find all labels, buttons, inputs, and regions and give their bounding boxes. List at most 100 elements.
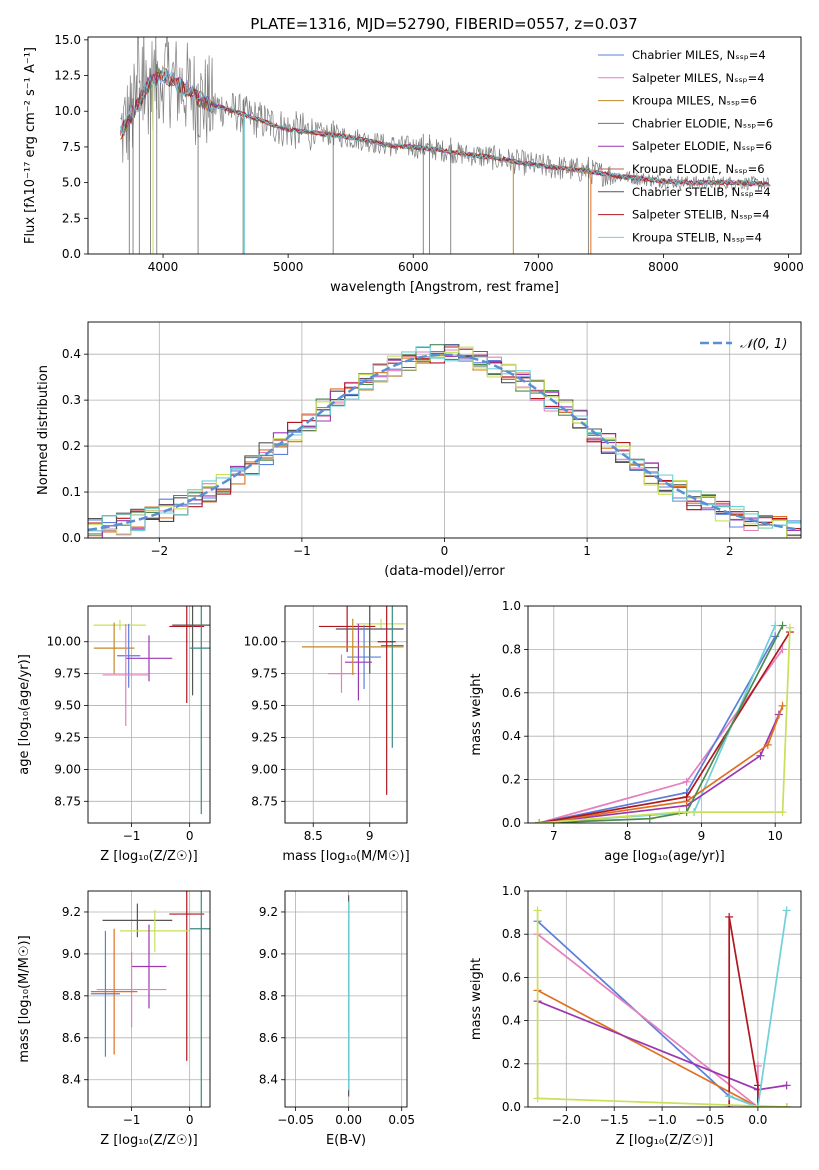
x-tick-label: 1 (583, 544, 591, 558)
legend-label: Chabrier ELODIE, Nₛₛₚ=6 (632, 116, 773, 130)
x-tick-label: 0.0 (748, 1113, 767, 1127)
y-axis-label: Flux [fλ10⁻¹⁷ erg cm⁻² s⁻¹ A⁻¹] (23, 47, 38, 244)
figure-title: PLATE=1316, MJD=52790, FIBERID=0557, z=0… (250, 15, 637, 33)
panel-weight-vs-age: 7 8 9 10 0.0 0.2 0.4 0.6 0.8 1.0 age [log₁₀(age/yr… (469, 599, 802, 864)
axes-frame (284, 605, 408, 824)
y-tick-label: 0.2 (62, 439, 81, 453)
error-bar-point (189, 891, 210, 1107)
y-tick-label: 9.50 (251, 699, 278, 713)
y-tick-label: 9.2 (62, 905, 81, 919)
y-tick-label: 0.8 (502, 927, 521, 941)
y-tick-label: 1.0 (502, 884, 521, 898)
y-tick-label: 8.6 (62, 1031, 81, 1045)
x-tick-label: 2 (726, 544, 734, 558)
error-bar-point (381, 606, 404, 748)
y-tick-label: 0.6 (502, 970, 521, 984)
model-spectrum-line (120, 66, 769, 187)
x-tick-label: 0.00 (335, 1113, 362, 1127)
x-tick-label: 8 (624, 829, 632, 843)
axes-frame (87, 321, 802, 539)
y-tick-label: 9.75 (251, 667, 278, 681)
data-spectrum-line (120, 37, 771, 191)
error-bar-point (102, 903, 173, 938)
weight-series-line (538, 631, 791, 823)
x-axis-label: (data-model)/error (384, 564, 505, 579)
legend-label: Chabrier STELIB, Nₛₛₚ=4 (632, 185, 771, 199)
x-tick-label: 0 (441, 544, 449, 558)
legend-label: Salpeter MILES, Nₛₛₚ=4 (632, 71, 765, 85)
plot-area (88, 606, 210, 823)
y-tick-label: 8.8 (259, 989, 278, 1003)
x-tick-label: 9 (366, 829, 374, 843)
error-bar-point (377, 606, 396, 795)
error-bar-point (125, 635, 173, 682)
y-tick-label: 0.0 (62, 247, 81, 261)
y-tick-label: 9.75 (54, 667, 81, 681)
weight-series-line (538, 705, 784, 823)
y-tick-label: 0.4 (62, 347, 81, 361)
error-bar-point (90, 928, 138, 1055)
plot-area (528, 606, 801, 823)
y-tick-label: 5.0 (62, 176, 81, 190)
x-tick-label: 7000 (523, 260, 554, 274)
histogram-step (88, 346, 801, 532)
y-tick-label: 9.25 (54, 730, 81, 744)
x-axis-label: wavelength [Angstrom, rest frame] (330, 280, 559, 295)
legend-label: Chabrier MILES, Nₛₛₚ=4 (632, 48, 766, 62)
y-tick-label: 0.1 (62, 485, 81, 499)
axes-frame (527, 605, 802, 824)
error-bar-point (119, 909, 190, 952)
y-tick-label: 0.0 (502, 1100, 521, 1114)
weight-series-line (539, 627, 791, 823)
x-tick-label: 9000 (773, 260, 804, 274)
weight-series-line (537, 933, 759, 1107)
x-tick-label: −2 (150, 544, 168, 558)
y-tick-label: 1.0 (502, 599, 521, 613)
y-tick-label: 0.4 (502, 1014, 521, 1028)
panel-residuals: −2 −1 0 1 2 0.0 0.1 0.2 0.3 0.4 (data-model)/error… (36, 321, 802, 579)
error-bar-point (102, 623, 149, 726)
x-tick-label: 8.5 (304, 829, 323, 843)
y-tick-label: 10.0 (54, 104, 81, 118)
y-axis-label: mass [log₁₀(M/M☉)] (17, 935, 32, 1062)
plot-area (120, 37, 771, 254)
x-axis-label: E(B-V) (326, 1133, 366, 1148)
axes-frame (527, 890, 802, 1108)
x-axis-label: Z [log₁₀(Z/Z☉)] (100, 849, 197, 864)
plot-area (88, 891, 210, 1107)
x-axis-label: mass [log₁₀(M/M☉)] (282, 849, 409, 864)
x-tick-label: 0 (186, 829, 194, 843)
legend: 𝒩(0, 1) (700, 337, 787, 352)
plot-area (285, 891, 407, 1107)
y-tick-label: 0.0 (62, 531, 81, 545)
y-tick-label: 8.8 (62, 989, 81, 1003)
error-bar-point (356, 618, 406, 629)
x-tick-label: 6000 (398, 260, 429, 274)
y-tick-label: 7.5 (62, 140, 81, 154)
legend-label: Kroupa MILES, Nₛₛₚ=6 (632, 94, 757, 108)
y-tick-label: 9.0 (62, 947, 81, 961)
error-bar-point (344, 623, 372, 701)
y-tick-label: 8.4 (259, 1073, 278, 1087)
panel-mass-vs-Z: −1 0 8.4 8.6 8.8 9.0 9.2 Z [log₁₀(Z/Z☉)] mass [l… (17, 890, 211, 1148)
x-axis-label: Z [log₁₀(Z/Z☉)] (616, 1133, 713, 1148)
error-bar-point (169, 606, 205, 704)
panel-spectrum: 4000 5000 6000 7000 8000 9000 0.0 2.5 5.0 7.5 10.0… (23, 33, 804, 295)
y-tick-label: 9.2 (259, 905, 278, 919)
gaussian-curve (88, 353, 801, 532)
y-tick-label: 8.6 (259, 1031, 278, 1045)
y-tick-label: 8.75 (54, 794, 81, 808)
histogram-step (88, 344, 801, 536)
error-bar-point (117, 623, 141, 688)
error-bar-point (169, 891, 205, 1061)
y-tick-label: 0.3 (62, 393, 81, 407)
weight-series-line (538, 635, 776, 823)
y-tick-label: 0.6 (502, 686, 521, 700)
y-tick-label: 9.25 (251, 730, 278, 744)
x-tick-label: −1 (293, 544, 311, 558)
x-tick-label: −1.0 (648, 1113, 677, 1127)
y-axis-label: Normed distribution (36, 365, 51, 495)
legend-label: Kroupa ELODIE, Nₛₛₚ=6 (632, 162, 765, 176)
axes-frame (87, 605, 211, 824)
